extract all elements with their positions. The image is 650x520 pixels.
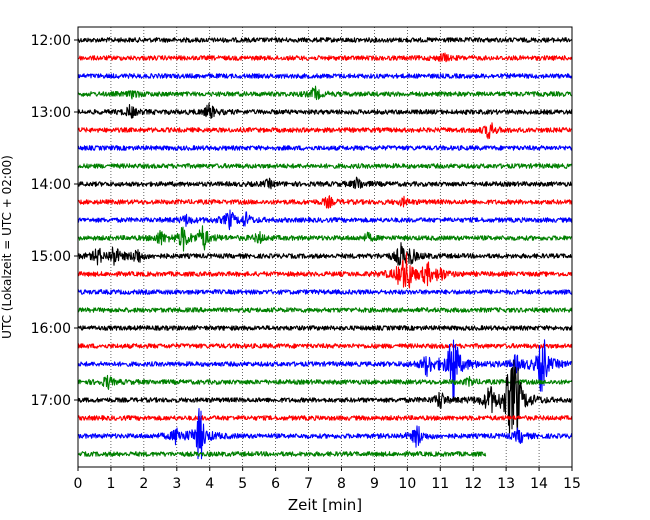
- x-tick-label: 7: [304, 476, 313, 492]
- plot-frame: [77, 26, 573, 468]
- trace-line: [77, 102, 573, 120]
- seismogram-traces: [77, 37, 573, 460]
- trace-line: [77, 52, 573, 63]
- x-tick-label: 6: [271, 476, 280, 492]
- x-axis-ticks: 0 1 2 3 4 5 6 7 8 9 10 11 12 13 14 15: [74, 467, 581, 492]
- trace-line: [77, 209, 573, 231]
- y-tick-label: 13:00: [31, 105, 71, 121]
- y-tick-label: 15:00: [31, 249, 71, 265]
- x-tick-label: 11: [431, 476, 449, 492]
- trace-line: [77, 176, 573, 190]
- y-tick-label: 12:00: [31, 33, 71, 49]
- trace-line: [77, 37, 573, 43]
- y-tick-label: 17:00: [31, 393, 71, 409]
- x-axis-label: Zeit [min]: [288, 496, 362, 514]
- trace-line: [77, 289, 573, 295]
- x-tick-label: 15: [563, 476, 581, 492]
- trace-line: [77, 325, 573, 331]
- trace-line: [77, 415, 573, 421]
- x-tick-label: 10: [398, 476, 416, 492]
- x-tick-label: 12: [464, 476, 482, 492]
- y-tick-label: 16:00: [31, 321, 71, 337]
- y-axis-label: UTC (Lokalzeit = UTC + 02:00): [0, 155, 14, 339]
- trace-line: [77, 343, 573, 349]
- x-tick-label: 4: [205, 476, 214, 492]
- trace-line: [77, 73, 573, 79]
- x-grid-lines: [110, 27, 540, 467]
- trace-line: [77, 339, 573, 402]
- y-tick-label: 14:00: [31, 177, 71, 193]
- trace-line: [77, 225, 573, 252]
- trace-line: [77, 252, 573, 289]
- trace-line: [77, 145, 573, 151]
- trace-line: [77, 122, 573, 140]
- x-tick-label: 8: [337, 476, 346, 492]
- x-tick-label: 9: [370, 476, 379, 492]
- x-tick-label: 5: [238, 476, 247, 492]
- x-tick-label: 0: [74, 476, 83, 492]
- trace-line: [77, 307, 573, 313]
- trace-line: [77, 163, 573, 169]
- x-tick-label: 14: [530, 476, 548, 492]
- trace-line: [77, 242, 573, 266]
- trace-line: [77, 408, 573, 460]
- trace-line: [77, 374, 573, 390]
- trace-line: [77, 451, 487, 457]
- x-tick-label: 1: [106, 476, 115, 492]
- trace-line: [77, 195, 573, 209]
- y-axis-ticks: 12:00 13:00 14:00 15:00 16:00 17:00: [31, 33, 78, 409]
- x-tick-label: 13: [497, 476, 515, 492]
- trace-line: [77, 359, 573, 434]
- x-tick-label: 3: [172, 476, 181, 492]
- trace-line: [77, 85, 573, 101]
- x-tick-label: 2: [139, 476, 148, 492]
